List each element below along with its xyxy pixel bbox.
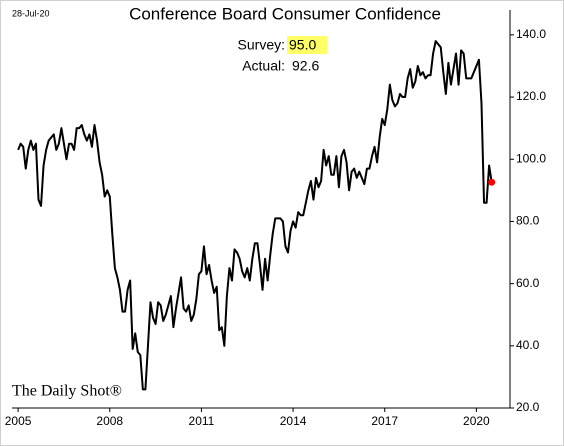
x-tick-label: 2017 — [371, 414, 398, 428]
x-tick-label: 2005 — [5, 414, 32, 428]
y-tick-label: 140.0 — [516, 27, 546, 41]
y-tick-label: 120.0 — [516, 89, 546, 103]
survey-label: Survey: — [238, 37, 285, 53]
y-tick-label: 100.0 — [516, 151, 546, 165]
y-tick-label: 80.0 — [516, 214, 540, 228]
last-point — [488, 178, 496, 186]
x-tick-label: 2008 — [96, 414, 123, 428]
y-tick-label: 20.0 — [516, 400, 540, 414]
x-tick-label: 2020 — [463, 414, 490, 428]
watermark: The Daily Shot® — [12, 383, 122, 400]
series-line — [17, 40, 493, 391]
actual-value: 92.6 — [292, 58, 319, 74]
survey-highlight — [287, 36, 327, 54]
x-tick-label: 2011 — [189, 414, 215, 428]
date-label: 28-Jul-20 — [12, 8, 50, 18]
y-tick-label: 60.0 — [516, 276, 540, 290]
survey-value: 95.0 — [289, 37, 316, 53]
x-tick-label: 2014 — [280, 414, 307, 428]
chart-title: Conference Board Consumer Confidence — [129, 4, 441, 23]
actual-label: Actual: — [242, 58, 285, 74]
y-tick-label: 40.0 — [516, 338, 540, 352]
